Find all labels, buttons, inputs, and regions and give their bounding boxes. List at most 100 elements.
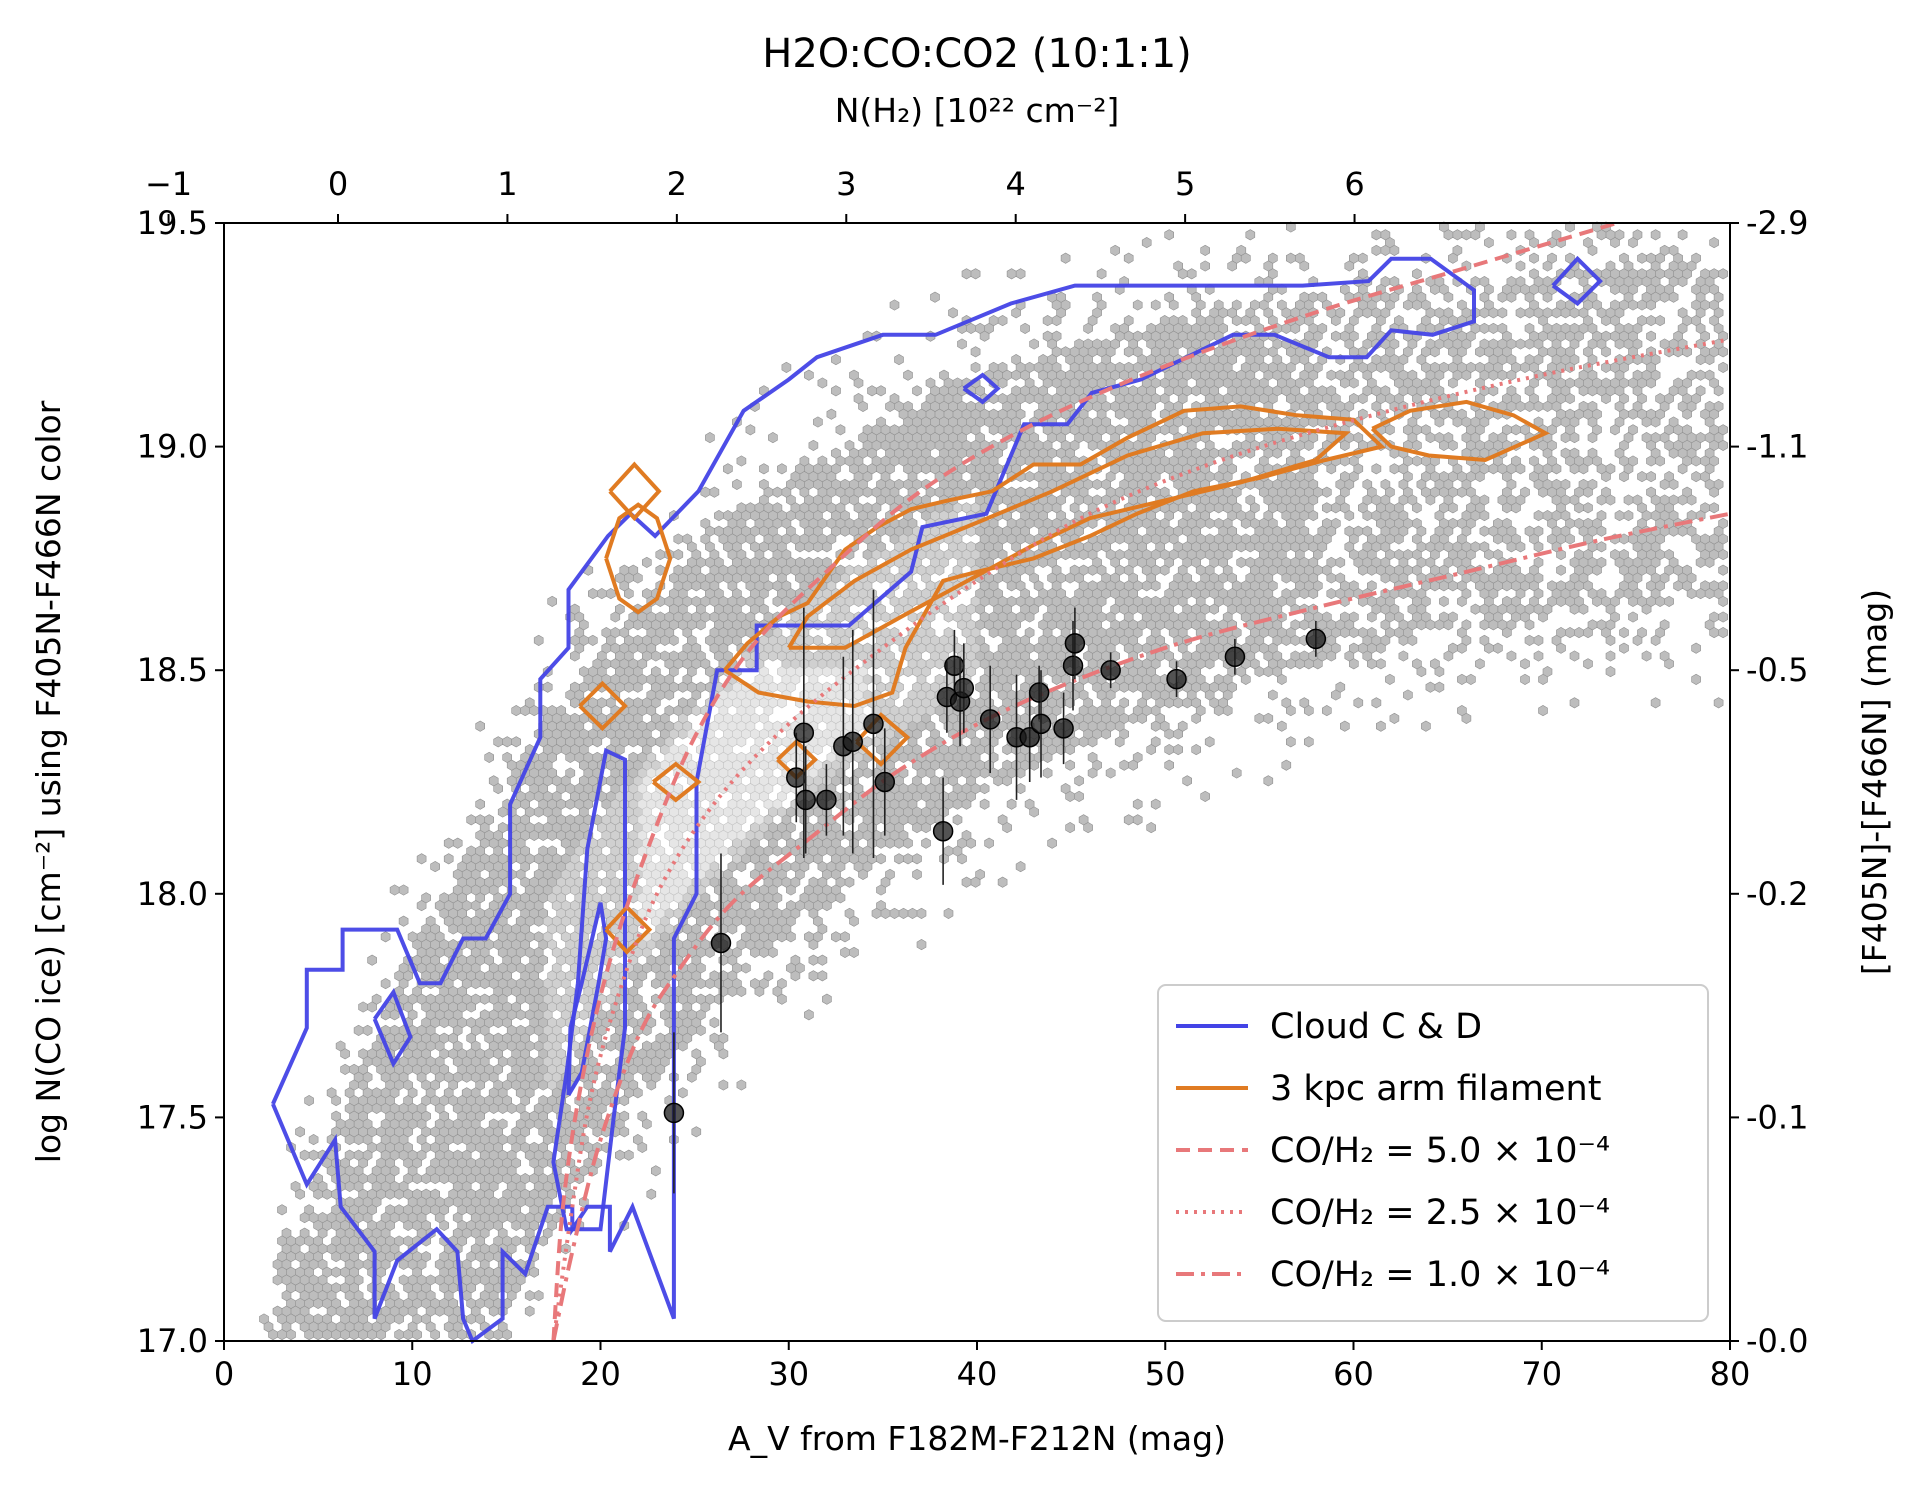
cloud-cd-contour-outer — [271, 256, 1476, 1345]
y-tick-label: 18.0 — [137, 875, 208, 913]
data-point — [842, 629, 864, 854]
point-marker — [953, 677, 975, 699]
data-points — [663, 589, 1327, 1194]
filament-contour-iso-3 — [578, 680, 628, 732]
data-point — [874, 728, 896, 836]
data-point — [1028, 665, 1050, 720]
point-marker — [874, 771, 896, 793]
x-tick-label: 60 — [1333, 1355, 1374, 1393]
filament-contour-iso-2 — [604, 502, 673, 615]
point-marker — [663, 1102, 685, 1124]
point-marker — [1028, 682, 1050, 703]
x-tick-label: 20 — [580, 1355, 621, 1393]
x-axis-label: A_V from F182M-F212N (mag) — [728, 1419, 1226, 1458]
y-tick-label: 18.5 — [137, 651, 208, 689]
cloud-cd-contour-core — [566, 902, 609, 1097]
point-marker — [1224, 646, 1246, 668]
model-curve-dotted — [551, 337, 1731, 1342]
cloud-cd-contour-inner — [551, 747, 627, 1232]
y-tick-label: 19.0 — [137, 428, 208, 466]
top-x-tick-label: 1 — [497, 165, 517, 203]
data-point — [786, 732, 807, 823]
data-point — [1030, 670, 1052, 778]
model-curves — [551, 221, 1731, 1342]
top-x-tick-label: 4 — [1006, 165, 1026, 203]
cloud-cd-contours — [271, 255, 1603, 1345]
data-point — [1166, 661, 1187, 698]
legend-label: CO/H₂ = 1.0 × 10⁻⁴ — [1270, 1255, 1610, 1295]
top-x-tick-label: 6 — [1344, 165, 1364, 203]
x-tick-label: 40 — [957, 1355, 998, 1393]
data-point — [1100, 652, 1121, 689]
right-y-tick-label: -0.2 — [1746, 875, 1808, 913]
data-point — [1019, 692, 1040, 782]
legend-label: CO/H₂ = 2.5 × 10⁻⁴ — [1270, 1193, 1610, 1233]
data-point — [816, 764, 837, 836]
y-tick-label: 19.5 — [137, 204, 208, 242]
filament-contour-iso-5 — [604, 904, 653, 955]
x-tick-label: 10 — [392, 1355, 433, 1393]
point-marker — [1166, 668, 1187, 690]
y-axis-label: log N(CO ice) [cm⁻²] using F405N-F466N c… — [29, 400, 68, 1163]
top-x-tick-label: −1 — [145, 165, 192, 203]
point-marker — [1062, 655, 1084, 676]
legend-box — [1157, 984, 1709, 1322]
data-point — [1053, 692, 1074, 765]
y-tick-label: 17.5 — [137, 1098, 208, 1136]
top-x-tick-label: 3 — [836, 165, 856, 203]
top-x-tick-label: 5 — [1175, 165, 1195, 203]
data-point — [795, 746, 816, 854]
top-x-axis-label: N(H₂) [10²² cm⁻²] — [835, 91, 1120, 130]
point-marker — [793, 722, 815, 744]
top-x-tick-label: 0 — [328, 165, 348, 203]
point-marker — [863, 713, 884, 735]
point-marker — [932, 820, 954, 842]
point-marker — [710, 932, 732, 954]
filament-contour-right-blob — [1370, 399, 1550, 463]
point-marker — [1053, 718, 1074, 739]
chart-title: H2O:CO:CO2 (10:1:1) — [762, 31, 1192, 77]
point-marker — [786, 767, 807, 788]
data-point — [1224, 638, 1246, 675]
right-y-tick-label: -0.1 — [1746, 1098, 1808, 1136]
point-marker — [1019, 727, 1040, 748]
x-tick-label: 50 — [1145, 1355, 1186, 1393]
data-point — [710, 853, 732, 1033]
right-y-tick-label: -0.0 — [1746, 1322, 1808, 1360]
legend-label: 3 kpc arm filament — [1270, 1069, 1601, 1109]
data-point — [979, 665, 1001, 774]
top-x-tick-label: 2 — [667, 165, 687, 203]
data-point — [1064, 607, 1086, 680]
data-point — [863, 589, 884, 859]
data-point — [953, 643, 975, 733]
cloud-cd-contour-island-1 — [372, 987, 413, 1069]
y-tick-label: 17.0 — [137, 1322, 208, 1360]
legend-label: CO/H₂ = 5.0 × 10⁻⁴ — [1270, 1131, 1610, 1171]
point-marker — [979, 709, 1001, 730]
legend-label: Cloud C & D — [1270, 1007, 1482, 1047]
right-y-tick-label: -0.5 — [1746, 651, 1808, 689]
point-marker — [816, 789, 837, 811]
data-point — [793, 607, 815, 859]
point-marker — [944, 655, 965, 676]
right-y-tick-label: -1.1 — [1746, 428, 1808, 466]
filament-contour-iso-1 — [608, 461, 662, 522]
point-marker — [795, 789, 816, 811]
x-tick-label: 0 — [214, 1355, 234, 1393]
x-tick-label: 70 — [1521, 1355, 1562, 1393]
right-y-tick-label: -2.9 — [1746, 204, 1808, 242]
point-marker — [842, 731, 864, 753]
point-marker — [1064, 633, 1086, 654]
axes: 0 10 20 30 40 50 60 70 8017.017.518.018.519.019.… — [137, 165, 1809, 1393]
point-marker — [1030, 713, 1052, 735]
point-marker — [1100, 659, 1121, 681]
model-curve-dashed — [551, 221, 1618, 1342]
x-tick-label: 80 — [1710, 1355, 1751, 1393]
filament-contour-mid — [787, 426, 1351, 650]
legend: Cloud C & D 3 kpc arm filament CO/H₂ = 5.0… — [1157, 984, 1709, 1322]
model-curve-dashdot — [551, 511, 1731, 1342]
x-tick-label: 30 — [768, 1355, 809, 1393]
right-y-axis-label: [F405N]-[F466N] (mag) — [1855, 589, 1894, 975]
cloud-cd-contour-island-2 — [1551, 255, 1603, 307]
